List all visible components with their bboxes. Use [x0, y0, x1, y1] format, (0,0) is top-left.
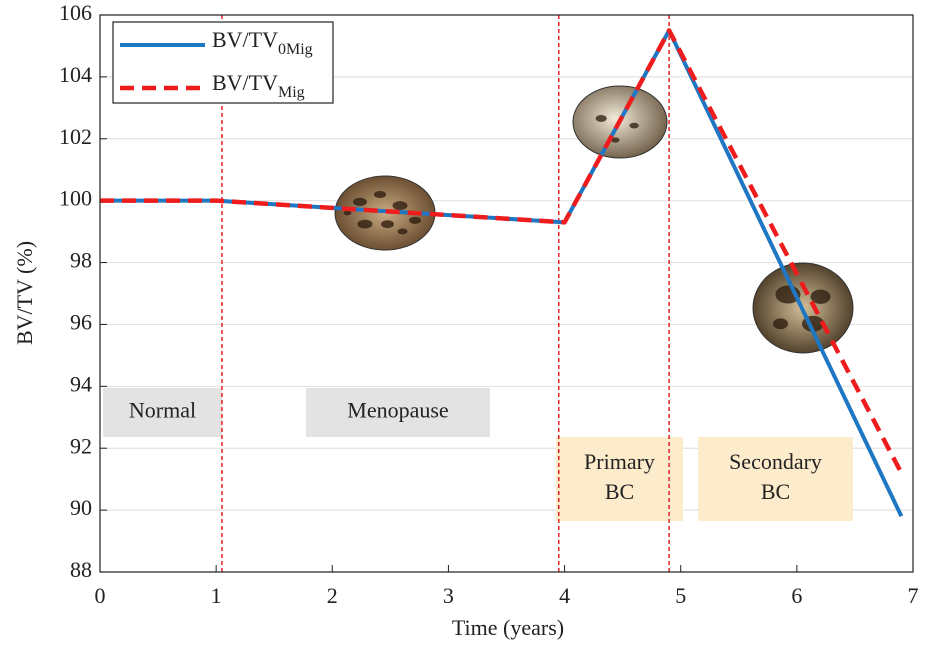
phase-label: Normal	[129, 398, 196, 423]
legend-subscript: 0Mig	[278, 41, 313, 58]
phase-box	[698, 437, 853, 521]
plot-frame	[99, 14, 914, 573]
bone-pore	[374, 190, 386, 199]
legend-name: BV/TV	[212, 70, 278, 95]
legend-subscript: Mig	[278, 84, 305, 101]
bone-pore	[357, 219, 373, 229]
series-line	[100, 28, 904, 475]
bone-pore	[810, 289, 831, 304]
phase-label: BC	[761, 479, 790, 504]
bone-pore	[409, 216, 421, 224]
x-axis-label: Time (years)	[452, 615, 564, 640]
x-tick-label: 7	[908, 583, 919, 608]
x-tick-label: 6	[791, 583, 802, 608]
y-tick-label: 102	[59, 124, 92, 149]
phase-label: Menopause	[347, 398, 448, 423]
phase-label: Secondary	[729, 449, 822, 474]
phase-label: Primary	[584, 449, 655, 474]
phase-box	[556, 437, 683, 521]
y-tick-label: 100	[59, 186, 92, 211]
y-tick-label: 106	[59, 0, 92, 25]
bone-pore	[397, 228, 408, 235]
x-tick-label: 5	[675, 583, 686, 608]
legend-name: BV/TV	[212, 27, 278, 52]
bone-pore	[381, 220, 394, 228]
y-tick-label: 96	[70, 309, 92, 334]
bone-pore	[343, 210, 352, 216]
x-tick-label: 2	[327, 583, 338, 608]
y-tick-label: 88	[70, 557, 92, 582]
bone-pore	[611, 137, 620, 143]
x-tick-label: 4	[559, 583, 570, 608]
x-tick-label: 0	[95, 583, 106, 608]
bone-pore	[353, 197, 367, 207]
y-tick-label: 104	[59, 62, 92, 87]
phase-label: BC	[605, 479, 634, 504]
phase-box	[306, 388, 490, 437]
phase-box	[103, 388, 222, 437]
y-axis-label: BV/TV (%)	[12, 241, 37, 345]
bone-pore	[392, 201, 408, 211]
y-tick-label: 94	[70, 371, 92, 396]
bone-pore	[629, 122, 639, 129]
x-tick-label: 1	[211, 583, 222, 608]
bone-pore	[773, 318, 788, 330]
y-tick-label: 92	[70, 433, 92, 458]
legend-label: BV/TVMig	[212, 70, 305, 101]
y-tick-label: 90	[70, 495, 92, 520]
x-tick-label: 3	[443, 583, 454, 608]
y-tick-label: 98	[70, 248, 92, 273]
bone-pore	[595, 114, 607, 122]
legend-label: BV/TV0Mig	[212, 27, 313, 58]
